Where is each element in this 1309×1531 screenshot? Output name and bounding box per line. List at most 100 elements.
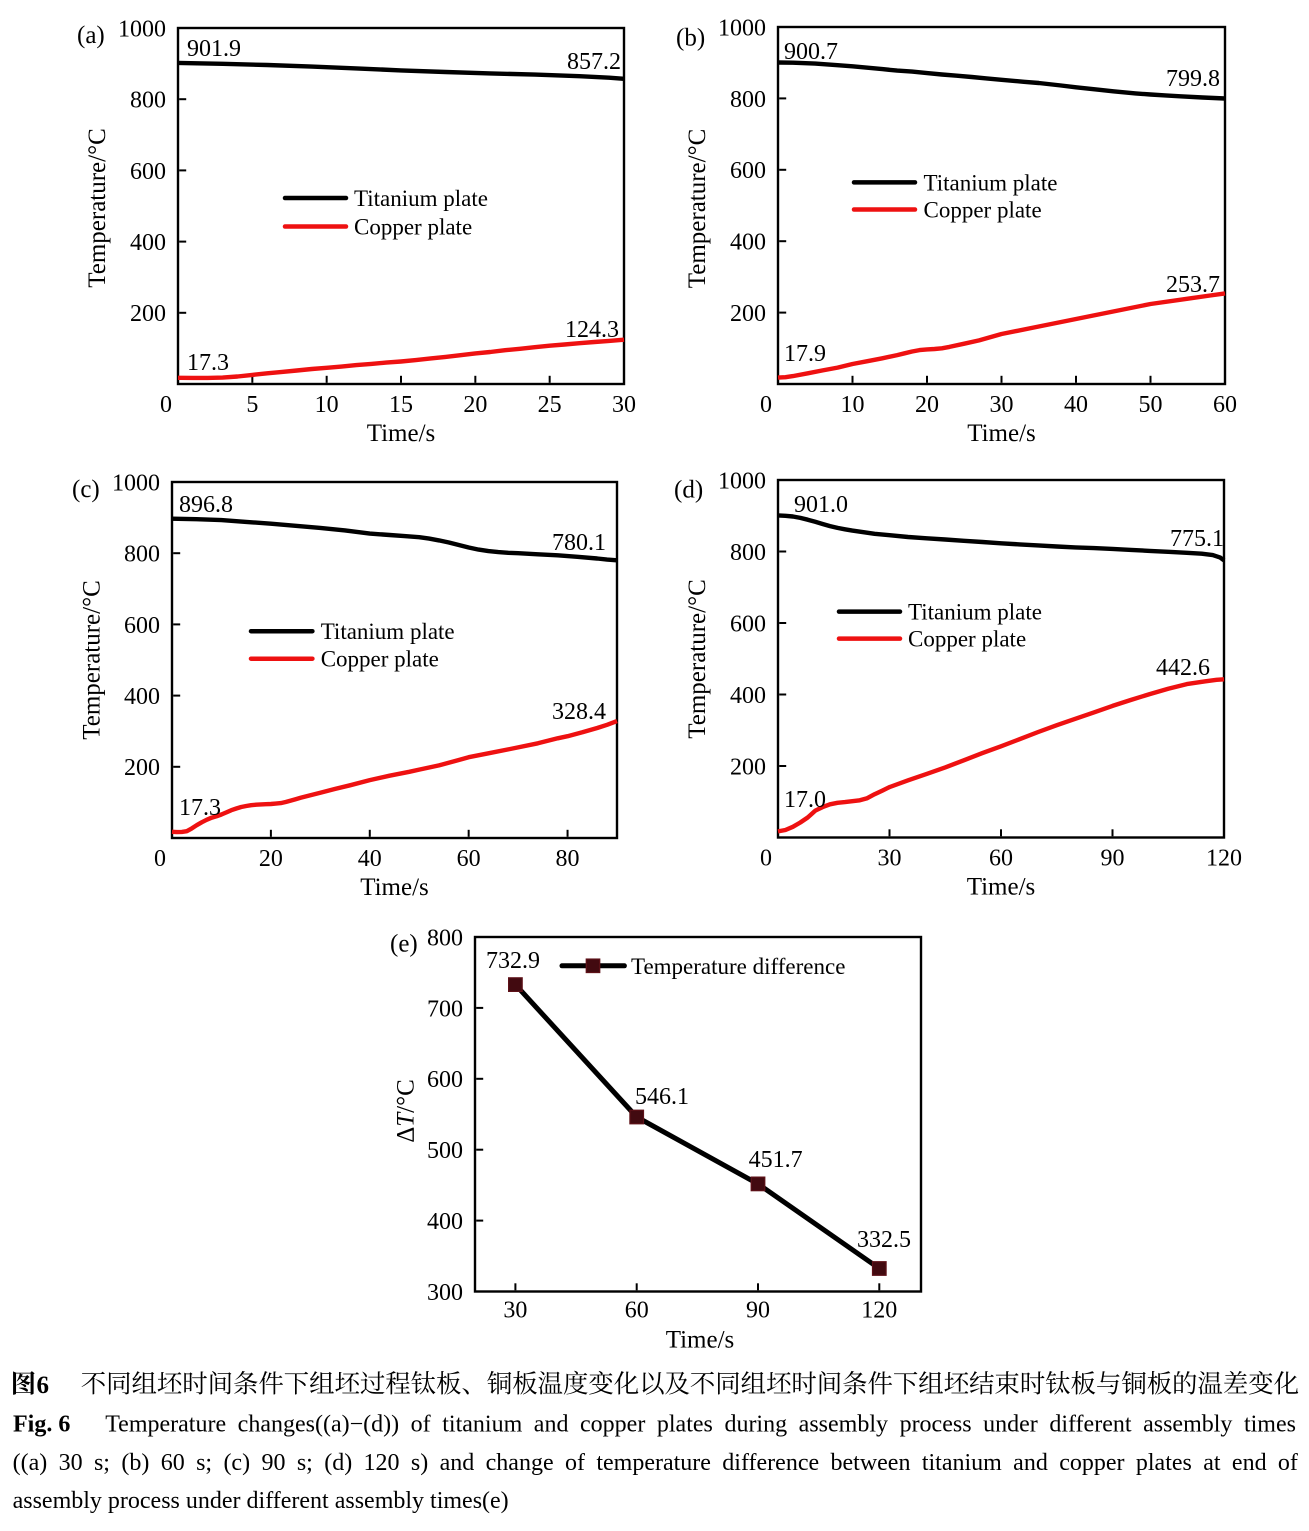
svg-text:assembly process under differe: assembly process under different assembl… xyxy=(13,1488,509,1514)
svg-text:120: 120 xyxy=(861,1298,897,1324)
svg-text:Copper plate: Copper plate xyxy=(908,627,1026,652)
svg-text:600: 600 xyxy=(730,611,766,637)
svg-text:6: 6 xyxy=(37,1372,50,1399)
svg-text:60: 60 xyxy=(457,846,481,872)
svg-text:25: 25 xyxy=(538,392,562,418)
svg-text:901.0: 901.0 xyxy=(794,492,848,518)
svg-text:200: 200 xyxy=(730,301,766,327)
svg-text:Titanium plate: Titanium plate xyxy=(321,619,455,644)
svg-text:1000: 1000 xyxy=(718,15,766,41)
svg-text:((a) 30 s; (b) 60 s; (c) 90 s;: ((a) 30 s; (b) 60 s; (c) 90 s; (d) 120 s… xyxy=(13,1450,1298,1476)
svg-text:600: 600 xyxy=(730,158,766,184)
svg-text:1000: 1000 xyxy=(112,470,160,496)
svg-text:700: 700 xyxy=(427,996,463,1022)
svg-text:200: 200 xyxy=(124,755,160,781)
svg-text:600: 600 xyxy=(124,613,160,639)
svg-text:Titanium plate: Titanium plate xyxy=(924,170,1058,195)
svg-text:17.9: 17.9 xyxy=(784,341,826,367)
svg-text:400: 400 xyxy=(730,683,766,709)
svg-text:Temperature difference: Temperature difference xyxy=(631,954,845,979)
svg-text:0: 0 xyxy=(154,846,166,872)
svg-text:30: 30 xyxy=(990,392,1014,418)
svg-text:Time/s: Time/s xyxy=(360,874,429,901)
svg-text:0: 0 xyxy=(760,846,772,872)
svg-text:500: 500 xyxy=(427,1138,463,1164)
svg-text:60: 60 xyxy=(625,1298,649,1324)
svg-text:Temperature changes((a)−(d)) o: Temperature changes((a)−(d)) of titanium… xyxy=(105,1412,1296,1438)
svg-text:800: 800 xyxy=(130,88,166,114)
svg-text:Time/s: Time/s xyxy=(666,1327,735,1354)
svg-text:200: 200 xyxy=(130,301,166,327)
svg-text:50: 50 xyxy=(1139,392,1163,418)
svg-text:0: 0 xyxy=(760,392,772,418)
svg-text:15: 15 xyxy=(389,392,413,418)
svg-text:901.9: 901.9 xyxy=(187,36,241,62)
svg-text:546.1: 546.1 xyxy=(635,1084,689,1110)
svg-text:(c): (c) xyxy=(72,476,100,503)
svg-text:10: 10 xyxy=(841,392,865,418)
svg-text:400: 400 xyxy=(427,1209,463,1235)
svg-text:300: 300 xyxy=(427,1280,463,1306)
svg-text:90: 90 xyxy=(746,1298,770,1324)
svg-text:Temperature/°C: Temperature/°C xyxy=(79,580,106,740)
svg-text:Titanium plate: Titanium plate xyxy=(354,186,488,211)
svg-text:600: 600 xyxy=(130,159,166,185)
svg-text:17.0: 17.0 xyxy=(784,787,826,813)
svg-text:40: 40 xyxy=(358,846,382,872)
svg-text:17.3: 17.3 xyxy=(187,350,229,376)
svg-text:1000: 1000 xyxy=(718,468,766,494)
svg-text:120: 120 xyxy=(1206,846,1242,872)
svg-text:800: 800 xyxy=(124,542,160,568)
svg-text:Temperature/°C: Temperature/°C xyxy=(84,128,111,288)
svg-text:(a): (a) xyxy=(77,22,105,49)
svg-text:90: 90 xyxy=(1101,846,1125,872)
svg-text:30: 30 xyxy=(503,1298,527,1324)
svg-text:800: 800 xyxy=(730,540,766,566)
svg-text:Titanium plate: Titanium plate xyxy=(908,600,1042,625)
svg-text:Temperature/°C: Temperature/°C xyxy=(684,579,711,739)
svg-text:Copper plate: Copper plate xyxy=(321,647,439,672)
svg-text:124.3: 124.3 xyxy=(565,317,619,343)
svg-text:775.1: 775.1 xyxy=(1170,526,1224,552)
svg-text:732.9: 732.9 xyxy=(486,948,540,974)
svg-text:451.7: 451.7 xyxy=(749,1147,803,1173)
svg-text:780.1: 780.1 xyxy=(552,530,606,556)
svg-text:Temperature/°C: Temperature/°C xyxy=(684,129,711,289)
svg-text:900.7: 900.7 xyxy=(784,39,838,65)
svg-text:253.7: 253.7 xyxy=(1166,272,1220,298)
svg-text:800: 800 xyxy=(730,87,766,113)
svg-text:Copper plate: Copper plate xyxy=(924,198,1042,223)
svg-text:857.2: 857.2 xyxy=(567,49,621,75)
svg-text:Time/s: Time/s xyxy=(367,420,436,447)
svg-text:20: 20 xyxy=(259,846,283,872)
svg-text:17.3: 17.3 xyxy=(179,795,221,821)
svg-text:(b): (b) xyxy=(676,25,705,52)
svg-text:30: 30 xyxy=(612,392,636,418)
svg-text:Copper plate: Copper plate xyxy=(354,215,472,240)
svg-text:30: 30 xyxy=(878,846,902,872)
svg-text:60: 60 xyxy=(989,846,1013,872)
svg-text:442.6: 442.6 xyxy=(1156,655,1210,681)
svg-text:(e): (e) xyxy=(390,931,418,958)
svg-text:896.8: 896.8 xyxy=(179,492,233,518)
svg-text:5: 5 xyxy=(246,392,258,418)
svg-text:328.4: 328.4 xyxy=(552,699,606,725)
svg-text:(d): (d) xyxy=(674,477,703,504)
svg-text:400: 400 xyxy=(730,230,766,256)
svg-text:200: 200 xyxy=(730,754,766,780)
svg-text:600: 600 xyxy=(427,1067,463,1093)
svg-text:40: 40 xyxy=(1064,392,1088,418)
svg-text:20: 20 xyxy=(463,392,487,418)
svg-text:Fig. 6: Fig. 6 xyxy=(13,1412,70,1438)
svg-text:20: 20 xyxy=(915,392,939,418)
svg-text:Time/s: Time/s xyxy=(967,874,1036,901)
svg-text:332.5: 332.5 xyxy=(857,1227,911,1253)
svg-text:0: 0 xyxy=(160,392,172,418)
svg-text:60: 60 xyxy=(1213,392,1237,418)
svg-text:Time/s: Time/s xyxy=(967,420,1036,447)
svg-text:80: 80 xyxy=(556,846,580,872)
svg-text:400: 400 xyxy=(124,684,160,710)
svg-text:799.8: 799.8 xyxy=(1166,66,1220,92)
svg-text:800: 800 xyxy=(427,925,463,951)
svg-text:10: 10 xyxy=(315,392,339,418)
